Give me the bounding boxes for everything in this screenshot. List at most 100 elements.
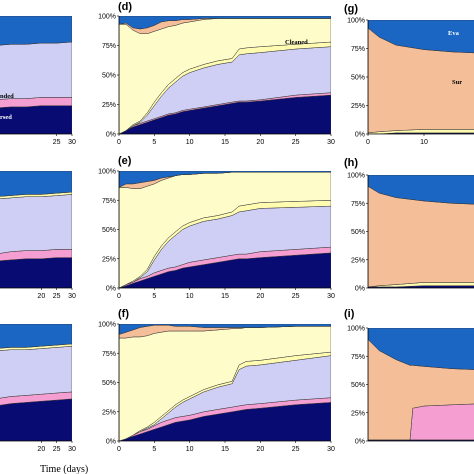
x-tick-label: 30	[327, 139, 335, 146]
area-series-3	[0, 16, 72, 46]
y-tick-label: 75%	[351, 46, 365, 53]
area-label: nded	[0, 93, 14, 100]
y-tick-label: 75%	[351, 354, 365, 361]
x-tick-label: 25	[53, 293, 61, 300]
area-label: Cleaned	[285, 39, 308, 46]
plot-area	[0, 324, 72, 441]
area-series-6	[119, 171, 331, 188]
y-tick-label: 0%	[106, 132, 116, 139]
x-tick-label: 15	[221, 139, 229, 146]
y-tick-label: 0%	[355, 132, 365, 139]
x-tick-label: 20	[256, 446, 264, 453]
panel-c-row3: 20 25 30	[0, 324, 76, 453]
panel-i: 0% 25% 50% 75% 100% (i)	[344, 308, 474, 446]
x-tick-label: 30	[68, 293, 76, 300]
x-tick-label: 30	[327, 446, 335, 453]
plot-area	[119, 16, 331, 134]
x-tick-label: 10	[186, 446, 194, 453]
x-tick-label: 20	[37, 446, 45, 453]
panel-e: 0% 25% 50% 75% 100% 0 5 10 15 20 25 30 (e)	[98, 155, 335, 300]
panel-tag: (d)	[118, 1, 132, 13]
panel-d: 0% 25% 50% 75% 100% 0 5 10 15 20 25 30 (d) Cleaned	[98, 1, 335, 146]
x-tick-label: 25	[53, 139, 61, 146]
x-tick-label: 20	[256, 139, 264, 146]
x-tick-label: 25	[292, 139, 300, 146]
y-tick-label: 50%	[102, 73, 116, 80]
x-tick-label: 20	[256, 293, 264, 300]
y-tick-label: 0%	[106, 439, 116, 446]
panel-tag: (h)	[344, 157, 358, 169]
x-tick-label: 15	[221, 446, 229, 453]
x-tick-label: 10	[186, 293, 194, 300]
y-tick-label: 50%	[351, 229, 365, 236]
area-label: rsed	[0, 114, 12, 121]
x-tick-label: 0	[117, 293, 121, 300]
y-tick-label: 25%	[102, 256, 116, 263]
plot-area	[368, 328, 474, 441]
area-series-6	[119, 324, 331, 335]
panel-c-row2: 20 25 30	[0, 171, 76, 300]
area-series-3	[368, 175, 474, 205]
panel-c-row1: 25 30 nded rsed	[0, 16, 76, 146]
x-tick-label: 15	[221, 293, 229, 300]
plot-area	[119, 324, 331, 441]
plot-area	[368, 20, 474, 134]
y-tick-label: 50%	[102, 380, 116, 387]
y-tick-label: 25%	[102, 102, 116, 109]
y-tick-label: 25%	[102, 409, 116, 416]
x-tick-label: 0	[117, 446, 121, 453]
x-tick-label: 10	[420, 139, 428, 146]
y-tick-label: 25%	[351, 103, 365, 110]
x-tick-label: 30	[68, 446, 76, 453]
area-series-3	[368, 20, 474, 54]
area-series-4	[0, 324, 72, 349]
y-tick-label: 75%	[102, 43, 116, 50]
x-tick-label: 30	[68, 139, 76, 146]
x-tick-label: 0	[117, 139, 121, 146]
y-tick-label: 50%	[351, 382, 365, 389]
plot-area	[0, 16, 72, 134]
area-label: Eva	[448, 30, 460, 37]
x-tick-label: 0	[366, 139, 370, 146]
area-series-0	[0, 398, 72, 441]
area-series-2	[0, 194, 72, 254]
x-tick-label: 20	[37, 293, 45, 300]
area-series-4	[0, 171, 72, 197]
x-tick-label: 5	[152, 139, 156, 146]
area-label: Sur	[452, 79, 462, 86]
area-series-0	[0, 257, 72, 288]
panel-tag: (f)	[118, 308, 129, 320]
y-tick-label: 75%	[102, 351, 116, 358]
x-tick-label: 10	[186, 139, 194, 146]
plot-area	[368, 175, 474, 288]
panel-h: 0% 25% 50% 75% 100% (h)	[344, 157, 474, 293]
plot-area	[0, 171, 72, 288]
x-tick-label: 5	[152, 293, 156, 300]
x-tick-label: 25	[292, 446, 300, 453]
x-tick-label: 30	[327, 293, 335, 300]
panel-f: 0% 25% 50% 75% 100% 0 5 10 15 20 25 30 (f)	[98, 308, 335, 453]
y-tick-label: 100%	[98, 14, 116, 21]
panel-tag: (g)	[344, 3, 358, 15]
area-series-6	[119, 16, 331, 30]
y-tick-label: 100%	[347, 18, 365, 25]
y-tick-label: 100%	[347, 326, 365, 333]
x-tick-label: 5	[152, 446, 156, 453]
y-tick-label: 0%	[355, 286, 365, 293]
panel-g: 0% 25% 50% 75% 100% 0 10 (g) Eva Sur	[344, 3, 474, 146]
y-tick-label: 50%	[351, 75, 365, 82]
y-tick-label: 100%	[98, 169, 116, 176]
y-tick-label: 50%	[102, 227, 116, 234]
panel-tag: (e)	[118, 155, 132, 167]
y-tick-label: 0%	[355, 439, 365, 446]
y-tick-label: 0%	[106, 286, 116, 293]
y-tick-label: 75%	[102, 198, 116, 205]
x-tick-label: 25	[53, 446, 61, 453]
y-tick-label: 100%	[347, 173, 365, 180]
y-tick-label: 100%	[98, 322, 116, 329]
x-tick-label: 25	[292, 293, 300, 300]
y-tick-label: 25%	[351, 257, 365, 264]
x-axis-label: Time (days)	[40, 464, 88, 474]
y-tick-label: 25%	[351, 410, 365, 417]
